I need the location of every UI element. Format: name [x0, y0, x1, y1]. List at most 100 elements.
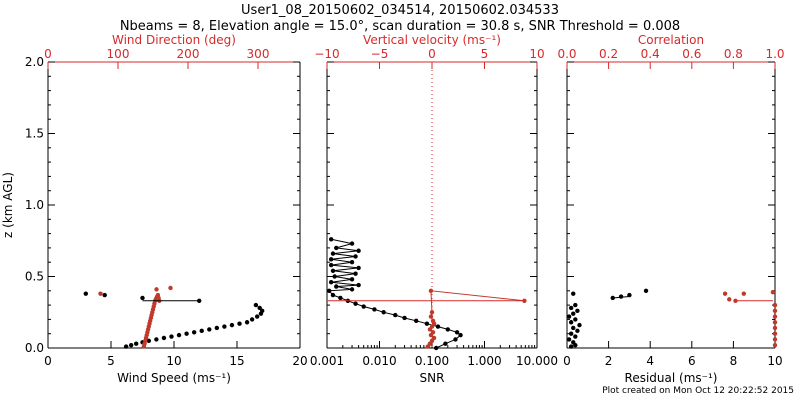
x-axis-label: SNR: [420, 371, 445, 385]
data-point: [566, 337, 572, 342]
data-point: [361, 304, 366, 309]
data-point: [571, 311, 576, 316]
data-point: [326, 288, 332, 293]
data-point: [568, 344, 574, 349]
top-x-tick-label: 300: [247, 47, 270, 61]
top-x-tick-label: 100: [107, 47, 130, 61]
data-point: [568, 305, 574, 311]
y-tick-label: 1.5: [25, 127, 44, 141]
data-point: [372, 307, 377, 312]
top-x-tick-label: 0.8: [724, 47, 743, 61]
data-point: [772, 342, 778, 348]
data-point: [176, 332, 182, 338]
data-point: [338, 295, 343, 301]
x-tick-label: 0.100: [415, 354, 449, 368]
chart-title-line-1: User1_08_20150602_034514, 20150602.03453…: [241, 3, 559, 18]
data-point: [566, 314, 572, 319]
data-point: [772, 320, 778, 325]
data-point: [191, 330, 197, 335]
top-x-tick-label: −5: [371, 47, 389, 61]
data-point: [741, 291, 746, 296]
data-point: [330, 292, 336, 298]
data-point: [568, 331, 574, 336]
data-point: [772, 302, 778, 308]
data-point: [433, 345, 439, 351]
x-tick-label: 10: [767, 354, 782, 368]
data-point: [83, 291, 89, 296]
data-point: [458, 332, 463, 338]
data-point: [98, 291, 103, 296]
data-point: [253, 302, 259, 308]
data-point: [257, 305, 262, 311]
data-point: [429, 310, 435, 315]
top-x-tick-label: 10: [529, 47, 544, 61]
data-point: [353, 301, 358, 306]
data-point: [146, 338, 151, 344]
data-point: [222, 324, 227, 329]
top-axis-label: Correlation: [638, 33, 704, 47]
data-point: [199, 328, 204, 334]
data-point: [453, 337, 458, 342]
top-x-tick-label: −10: [314, 47, 339, 61]
data-point: [428, 314, 434, 319]
data-point: [332, 274, 337, 279]
data-point: [772, 331, 778, 336]
top-axis-label: Wind Direction (deg): [112, 33, 236, 47]
data-point: [435, 324, 441, 329]
top-x-tick-label: 200: [177, 47, 200, 61]
data-point: [214, 325, 220, 331]
top-x-tick-label: 0.2: [599, 47, 618, 61]
data-point: [161, 335, 167, 341]
data-point: [573, 334, 578, 339]
data-point: [413, 318, 419, 324]
x-tick-label: 8: [730, 354, 738, 368]
data-point: [168, 285, 173, 291]
top-x-tick-label: 0.4: [641, 47, 660, 61]
chart-title-line-2: Nbeams = 8, Elevation angle = 15.0°, sca…: [119, 19, 681, 34]
data-point: [330, 251, 336, 256]
data-point: [128, 342, 134, 348]
x-tick-label: 1.000: [467, 354, 501, 368]
data-point: [577, 322, 582, 328]
x-tick-label: 2: [605, 354, 613, 368]
series-snr-red-line: [427, 290, 525, 347]
data-point: [381, 310, 386, 315]
data-point: [154, 287, 159, 292]
data-point: [573, 302, 578, 308]
y-axis-label: z (km AGL): [1, 172, 15, 238]
data-point: [356, 248, 361, 253]
data-point: [254, 314, 260, 319]
data-point: [454, 330, 460, 335]
data-point: [184, 331, 189, 336]
data-point: [349, 260, 355, 265]
x-tick-label: 10: [166, 354, 181, 368]
top-x-tick-label: 0.6: [682, 47, 701, 61]
data-point: [770, 290, 776, 295]
data-point: [573, 317, 578, 322]
data-point: [772, 337, 778, 342]
y-tick-label: 1.0: [25, 198, 44, 212]
x-axis-label: Wind Speed (ms⁻¹): [117, 371, 231, 385]
data-point: [424, 321, 430, 326]
data-point: [772, 314, 778, 319]
data-point: [328, 280, 334, 285]
data-point: [260, 308, 265, 314]
x-tick-label: 10.000: [516, 354, 558, 368]
data-point: [134, 341, 139, 346]
x-axis-label: Residual (ms⁻¹): [625, 371, 718, 385]
x-tick-label: 4: [646, 354, 654, 368]
data-point: [207, 327, 212, 332]
data-point: [571, 340, 576, 345]
data-point: [328, 257, 334, 262]
data-point: [575, 328, 580, 334]
y-tick-label: 0.0: [25, 341, 44, 355]
data-point: [353, 254, 358, 259]
data-point: [328, 237, 334, 242]
series-snr-black-line: [328, 238, 462, 349]
data-point: [575, 308, 580, 314]
top-x-tick-label: 1.0: [765, 47, 784, 61]
data-point: [349, 277, 355, 282]
data-point: [430, 330, 436, 335]
data-point: [237, 321, 242, 326]
x-tick-label: 0.001: [310, 354, 344, 368]
